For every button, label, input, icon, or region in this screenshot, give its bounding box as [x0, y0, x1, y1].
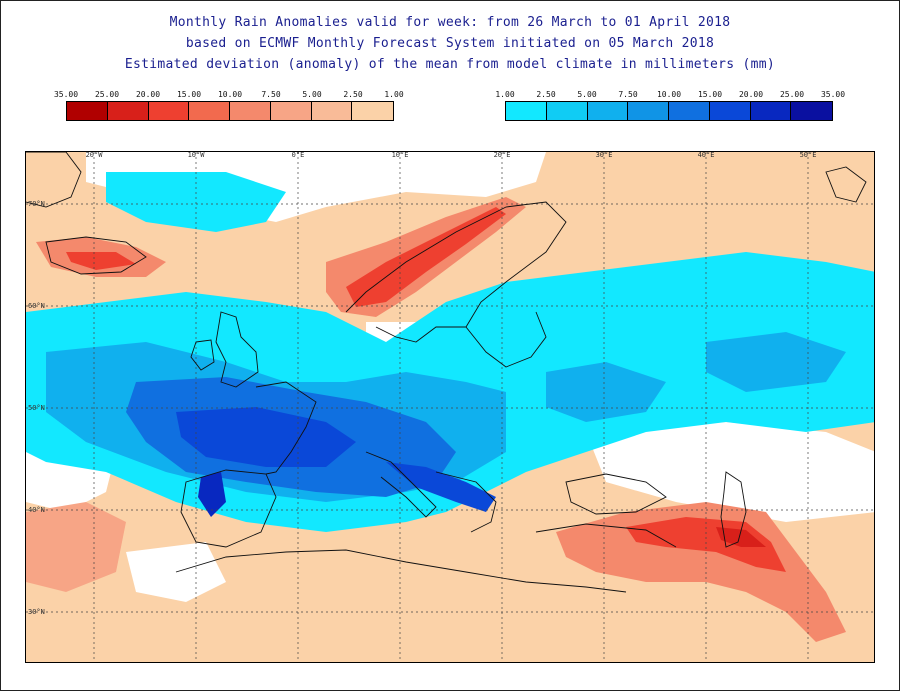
title-line-2: based on ECMWF Monthly Forecast System i… — [185, 36, 715, 51]
lat-label-0: 70°N — [28, 200, 45, 208]
coast-italy — [365, 451, 437, 518]
legend-dry-swatch — [107, 102, 149, 120]
legend-wet-tick-label: 1.00 — [495, 90, 515, 99]
coast-north-africa — [175, 549, 627, 593]
lat-label-4: 30°N — [28, 608, 45, 616]
legend-dry-tick-label: 35.00 — [53, 90, 79, 99]
wet-east-medium — [546, 362, 666, 422]
legend-dry-swatch — [230, 102, 271, 120]
legend-wet-tick-label: 25.00 — [779, 90, 805, 99]
dry-turkey-iran — [556, 502, 846, 642]
legend-dry-swatch — [311, 102, 353, 120]
legend-dry-bar — [66, 101, 394, 121]
legend-wet-tick-label: 20.00 — [738, 90, 764, 99]
legend-wet-swatch — [546, 102, 588, 120]
legend-dry-tick-label: 20.00 — [135, 90, 161, 99]
white-area-east — [586, 422, 874, 522]
coast-novaya-zemlya — [825, 166, 867, 203]
coastlines — [26, 152, 867, 593]
legend-dry-tick-label: 25.00 — [94, 90, 120, 99]
legend-wet-swatch — [506, 102, 547, 120]
legend-wet-swatch — [587, 102, 629, 120]
coast-turkey — [535, 523, 677, 548]
lat-label-2: 50°N — [28, 404, 45, 412]
legend-dry: 35.00 25.00 20.00 15.00 10.00 7.50 5.00 2.50 1.0… — [54, 90, 404, 124]
lon-label-1: 10°W — [187, 151, 205, 159]
coast-scandinavia — [345, 201, 567, 343]
legend-wet-tick-label: 10.00 — [656, 90, 682, 99]
legend-wet-tick-label: 2.50 — [536, 90, 556, 99]
legend-wet-bar — [505, 101, 833, 121]
coast-britain — [215, 311, 259, 388]
graticule — [26, 152, 874, 662]
legend-dry-tick-label: 5.00 — [302, 90, 322, 99]
legend-dry-tick-label: 10.00 — [217, 90, 243, 99]
wet-italy-core — [386, 462, 496, 512]
coast-black-sea — [565, 473, 667, 515]
legend-wet-swatch — [628, 102, 669, 120]
dry-iceland-core — [66, 252, 136, 270]
coast-iberia — [180, 469, 277, 548]
coast-baltic — [465, 311, 547, 368]
legend-dry-tick-label: 7.50 — [261, 90, 281, 99]
legend-wet-tick-label: 35.00 — [820, 90, 846, 99]
legend-dry-swatch — [67, 102, 108, 120]
lon-label-6: 40°E — [697, 151, 715, 159]
coast-balkans — [435, 471, 497, 533]
legend-dry-tick-label: 1.00 — [384, 90, 404, 99]
coast-france — [255, 381, 317, 475]
dry-west-iberia — [26, 502, 126, 592]
wet-iberia-core — [198, 472, 226, 517]
legend-dry-ticks: 35.00 25.00 20.00 15.00 10.00 7.50 5.00 2.50 1.0… — [54, 90, 404, 100]
legend-wet-tick-label: 7.50 — [618, 90, 638, 99]
legend-dry-swatch — [352, 102, 393, 120]
coast-ireland — [190, 339, 215, 371]
wet-france-core — [176, 407, 356, 467]
legend-wet-swatch — [750, 102, 792, 120]
lon-label-0: 20°W — [85, 151, 103, 159]
legend-wet-ticks: 1.00 2.50 5.00 7.50 10.00 15.00 20.00 25.00 35.0… — [495, 90, 845, 100]
legend-dry-swatch — [148, 102, 190, 120]
title-line-1: Monthly Rain Anomalies valid for week: f… — [169, 15, 731, 30]
legend-dry-swatch — [270, 102, 312, 120]
lat-label-1: 60°N — [28, 302, 45, 310]
lat-label-3: 40°N — [28, 506, 45, 514]
dry-iran-core — [716, 527, 766, 547]
legend-wet-swatch — [791, 102, 832, 120]
lon-label-2: 0°E — [291, 151, 305, 159]
legend-wet-swatch — [709, 102, 751, 120]
coast-caspian — [720, 471, 747, 548]
legend-dry-tick-label: 2.50 — [343, 90, 363, 99]
map-svg — [26, 152, 874, 662]
lon-label-5: 30°E — [595, 151, 613, 159]
coast-greenland — [26, 152, 82, 208]
legend-wet-tick-label: 5.00 — [577, 90, 597, 99]
legend-wet: 1.00 2.50 5.00 7.50 10.00 15.00 20.00 25.00 35.0… — [495, 90, 845, 124]
legend-dry-swatch — [189, 102, 230, 120]
wet-east-medium-2 — [706, 332, 846, 392]
legend-dry-tick-label: 15.00 — [176, 90, 202, 99]
anomaly-map: 20°W 10°W 0°E 10°E 20°E 30°E 40°E 50°E 7… — [25, 151, 875, 663]
legend-wet-swatch — [669, 102, 710, 120]
lon-label-4: 20°E — [493, 151, 511, 159]
lon-label-7: 50°E — [799, 151, 817, 159]
dry-norway-core — [346, 207, 506, 307]
coast-iceland — [45, 236, 147, 275]
title-line-3: Estimated deviation (anomaly) of the mea… — [124, 57, 776, 72]
lon-label-3: 10°E — [391, 151, 409, 159]
legend-wet-tick-label: 15.00 — [697, 90, 723, 99]
